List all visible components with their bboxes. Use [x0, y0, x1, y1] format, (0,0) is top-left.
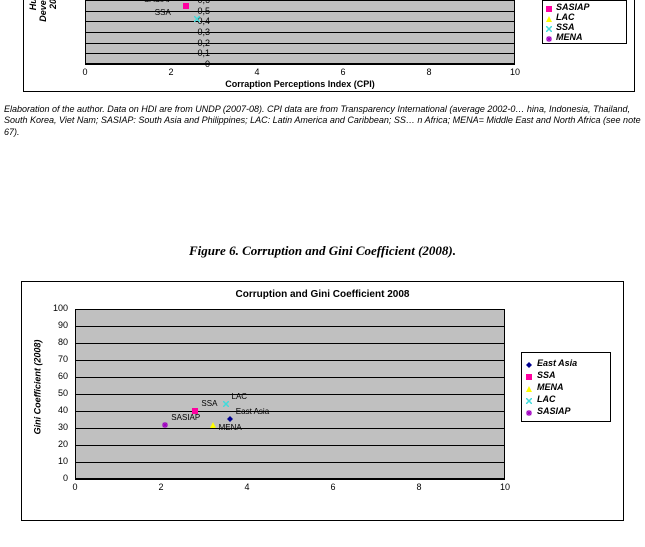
figure-6-title: Figure 6. Corruption and Gini Coefficien… [0, 243, 645, 259]
bottom-xtick: 2 [151, 482, 171, 492]
bottom-legend-label: LAC [537, 394, 556, 404]
bottom-point-label-lac: LAC [232, 392, 248, 401]
bottom-xtick: 8 [409, 482, 429, 492]
triangle-icon [526, 384, 532, 390]
bottom-chart-title: Corruption and Gini Coefficient 2008 [22, 289, 623, 300]
top-point-label-sasiap: SASIAP [144, 0, 173, 4]
bottom-ytick: 10 [44, 456, 68, 466]
bottom-point-mena [210, 415, 216, 421]
top-legend-label: SSA [556, 22, 575, 32]
top-point-ssa [194, 9, 200, 15]
top-point-label-ssa: SSA [155, 8, 171, 17]
bottom-ytick: 20 [44, 439, 68, 449]
top-xtick: 2 [161, 67, 181, 77]
square-icon [526, 372, 532, 378]
bottom-ytick: 60 [44, 371, 68, 381]
top-legend: SASIAPLACSSAMENA [542, 0, 627, 44]
bottom-ytick: 30 [44, 422, 68, 432]
bottom-ytick: 100 [44, 303, 68, 313]
top-xtick: 6 [333, 67, 353, 77]
bottom-legend-label: SSA [537, 370, 556, 380]
top-legend-label: LAC [556, 12, 575, 22]
bottom-legend-label: SASIAP [537, 406, 571, 416]
x-icon [526, 396, 532, 402]
top-legend-item-sasiap: SASIAP [546, 2, 623, 12]
star-icon [546, 34, 552, 40]
bottom-point-label-ssa: SSA [201, 399, 217, 408]
bottom-point-label-east asia: East Asia [236, 407, 269, 416]
top-legend-label: MENA [556, 32, 583, 42]
bottom-legend-item-sasiap: SASIAP [526, 406, 606, 416]
bottom-legend-item-mena: MENA [526, 382, 606, 392]
star-icon [526, 408, 532, 414]
bottom-xtick: 0 [65, 482, 85, 492]
top-x-axis-label: Corraption Perceptions Index (CPI) [85, 79, 515, 89]
top-legend-item-lac: LAC [546, 12, 623, 22]
bottom-xtick: 4 [237, 482, 257, 492]
bottom-point-lac [223, 394, 229, 400]
bottom-point-sasiap [162, 415, 168, 421]
top-xtick: 10 [505, 67, 525, 77]
bottom-ytick: 50 [44, 388, 68, 398]
top-chart-fragment: Human Developmen 2007-8 00,10,20,30,40,5… [0, 0, 645, 100]
top-legend-item-ssa: SSA [546, 22, 623, 32]
triangle-icon [546, 14, 552, 20]
bottom-point-east asia [227, 409, 233, 415]
top-legend-item-mena: MENA [546, 32, 623, 42]
bottom-point-ssa [192, 401, 198, 407]
top-xtick: 4 [247, 67, 267, 77]
bottom-point-label-mena: MENA [219, 423, 242, 432]
top-xtick: 8 [419, 67, 439, 77]
top-xtick: 0 [75, 67, 95, 77]
bottom-xtick: 10 [495, 482, 515, 492]
x-icon [546, 24, 552, 30]
bottom-point-label-sasiap: SASIAP [171, 413, 200, 422]
bottom-ytick: 70 [44, 354, 68, 364]
square-icon [546, 4, 552, 10]
bottom-legend-item-east asia: East Asia [526, 358, 606, 368]
top-figure-caption: Elaboration of the author. Data on HDI a… [0, 100, 645, 138]
bottom-chart: Corruption and Gini Coefficient 2008 0 10… [21, 281, 624, 521]
bottom-legend-item-lac: LAC [526, 394, 606, 404]
bottom-legend: East Asia SSA MENA LAC SASIAP [521, 352, 611, 422]
bottom-legend-label: MENA [537, 382, 564, 392]
top-legend-label: SASIAP [556, 2, 590, 12]
bottom-y-axis-label: Gini Coefficient (2008) [32, 339, 42, 434]
top-point-sasiap [183, 0, 189, 2]
bottom-ytick: 80 [44, 337, 68, 347]
bottom-legend-item-ssa: SSA [526, 370, 606, 380]
diamond-icon [526, 360, 532, 366]
bottom-ytick: 40 [44, 405, 68, 415]
bottom-legend-label: East Asia [537, 358, 577, 368]
bottom-xtick: 6 [323, 482, 343, 492]
bottom-ytick: 90 [44, 320, 68, 330]
